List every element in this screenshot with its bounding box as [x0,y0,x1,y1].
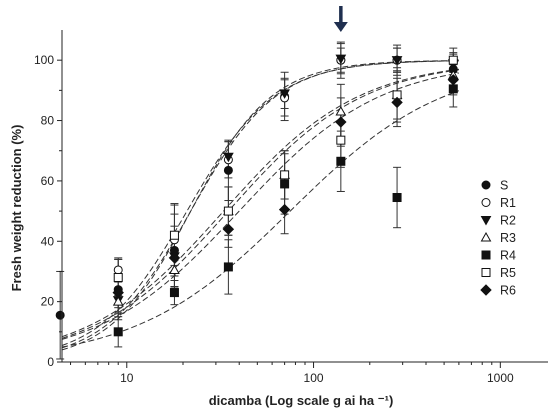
axes: 0 20 40 60 80 100 10 100 1000 [34,30,548,385]
point-R2 [223,152,234,163]
x-tick-label: 10 [120,371,134,385]
point-R5 [223,206,233,216]
point-R3 [169,264,180,274]
point-R4 [280,179,290,189]
point-R6 [278,203,291,216]
fit-curve-R2 [61,60,459,351]
y-axis-title: Fresh weight reduction (%) [9,125,24,292]
point-R5 [448,55,458,65]
fit-curve-R1 [61,60,459,346]
point-R5 [336,135,346,145]
point-R6 [112,286,124,299]
legend-marker-R1 [481,198,491,207]
legend-marker-R4 [481,250,491,260]
point-R6 [168,252,181,264]
fit-curve-S [61,60,459,349]
point-R4 [169,288,179,298]
point-R1 [113,265,123,275]
legend-label-R6: R6 [500,284,516,298]
point-S [223,165,233,175]
legend-label-R1: R1 [500,196,516,210]
point-R2 [335,54,347,65]
x-tick-label: 1000 [487,371,514,385]
point-R6 [447,74,459,86]
point-R5 [113,272,123,282]
data-markers [55,54,459,337]
legend-label-R5: R5 [500,266,516,280]
point-R4 [392,193,402,203]
legend-marker-R6 [480,284,492,296]
down-arrow-icon [333,22,348,32]
fit-curve-R3 [61,69,459,339]
legend-label-R2: R2 [500,214,516,228]
x-axis-title: dicamba (Log scale g ai ha ⁻¹) [209,393,394,408]
arrow-annotation [333,6,348,32]
point-R2 [279,89,290,99]
legend-marker-S [481,180,491,190]
point-R4 [113,327,123,337]
point-R3 [335,105,347,116]
point-R3 [112,296,124,306]
legend-label-R4: R4 [500,249,516,263]
point-R6 [222,223,235,235]
y-tick-label: 40 [41,234,55,248]
fit-curve-R4 [61,90,460,348]
legend-marker-R2 [480,216,492,226]
y-tick-label: 80 [41,114,55,128]
y-tick-label: 100 [34,53,54,67]
point-R4 [336,156,346,166]
point-R2 [391,56,403,66]
y-tick-label: 60 [41,174,55,188]
fit-curve-R5 [61,68,459,338]
point-R5 [169,230,179,240]
point-R6 [335,116,347,128]
point-R6 [391,96,403,109]
point-R4 [448,84,458,94]
legend-label-R3: R3 [500,231,516,245]
legend: S R1 R2 R3 R4 R5 R6 [480,179,516,298]
legend-label-S: S [500,179,508,193]
y-tick-label: 0 [47,355,54,369]
legend-marker-R3 [480,231,492,242]
point-R5 [280,170,290,180]
point-S [55,310,65,320]
y-tick-label: 20 [41,295,55,309]
legend-marker-R5 [481,268,491,277]
point-R4 [223,262,233,272]
x-tick-label: 100 [304,371,324,385]
